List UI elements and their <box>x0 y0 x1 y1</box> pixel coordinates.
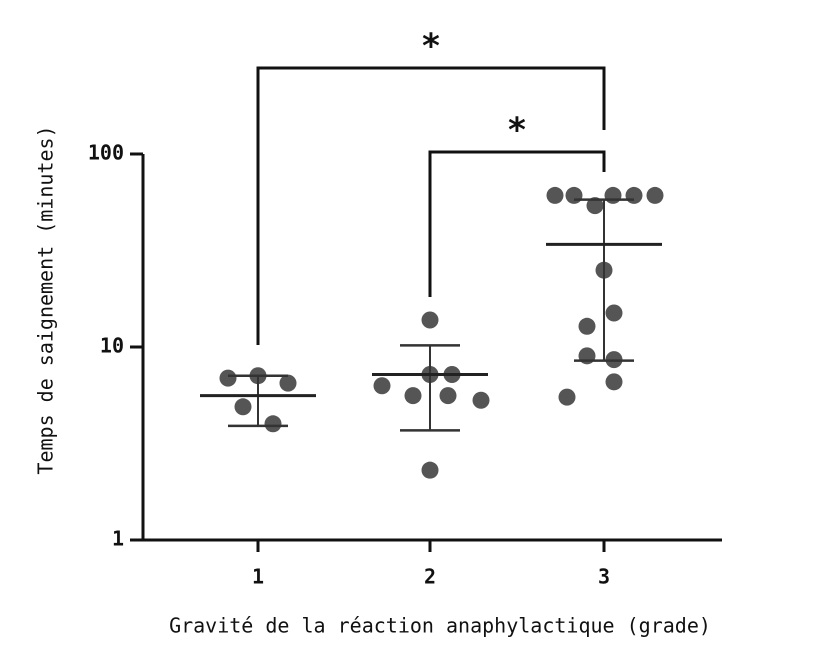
data-point <box>279 374 297 392</box>
significance-bracket <box>428 150 606 297</box>
data-point <box>373 377 391 395</box>
data-point <box>558 388 576 406</box>
significance-star: * <box>421 27 441 67</box>
data-point <box>439 387 457 405</box>
data-point <box>546 186 564 204</box>
significance-bracket <box>256 66 606 345</box>
x-tick-label: 2 <box>424 565 436 589</box>
data-point <box>565 186 583 204</box>
data-point <box>646 186 664 204</box>
data-point <box>264 415 282 433</box>
data-point <box>586 197 604 215</box>
x-tick-label: 1 <box>252 565 264 589</box>
data-point <box>604 186 622 204</box>
data-point <box>234 398 252 416</box>
data-point <box>578 317 596 335</box>
x-axis-title: Gravité de la réaction anaphylactique (g… <box>169 614 711 638</box>
data-point <box>472 391 490 409</box>
significance-star: * <box>507 111 527 151</box>
data-point <box>219 369 237 387</box>
data-point <box>421 311 439 329</box>
y-tick-label: 10 <box>100 334 124 358</box>
data-point <box>605 373 623 391</box>
data-point <box>421 461 439 479</box>
data-point <box>404 387 422 405</box>
x-tick-label: 3 <box>598 565 610 589</box>
y-tick-label: 100 <box>88 141 124 165</box>
y-tick-label: 1 <box>112 527 124 551</box>
data-point <box>605 304 623 322</box>
y-axis-title: Temps de saignement (minutes) <box>34 125 58 474</box>
data-point <box>625 186 643 204</box>
